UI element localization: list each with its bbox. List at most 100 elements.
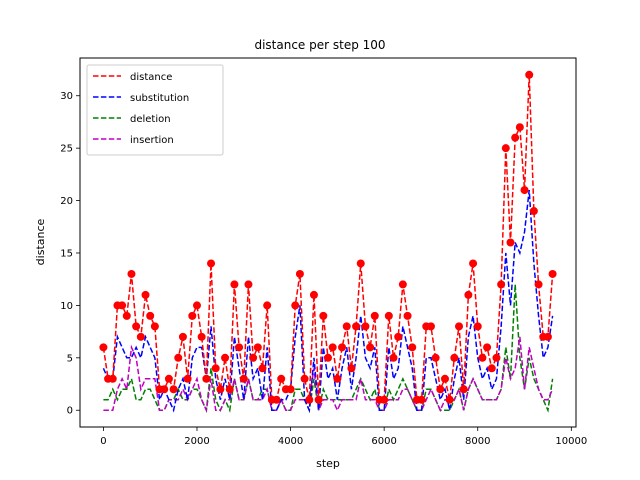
data-point-distance — [403, 311, 412, 320]
data-point-distance — [356, 259, 365, 268]
data-point-distance — [164, 374, 173, 383]
data-point-distance — [146, 311, 155, 320]
data-point-distance — [202, 374, 211, 383]
data-point-distance — [440, 374, 449, 383]
data-point-distance — [342, 322, 351, 331]
legend-label-substitution: substitution — [130, 93, 189, 104]
data-point-distance — [328, 343, 337, 352]
data-point-distance — [511, 133, 520, 142]
y-tick-label: 30 — [60, 91, 73, 102]
data-point-distance — [408, 343, 417, 352]
data-point-distance — [366, 343, 375, 352]
legend-label-insertion: insertion — [130, 135, 174, 146]
data-point-distance — [483, 343, 492, 352]
data-point-distance — [239, 374, 248, 383]
data-point-distance — [497, 280, 506, 289]
y-axis: 0 5 10 15 20 25 30 — [60, 91, 80, 417]
data-point-distance — [436, 385, 445, 394]
data-point-distance — [394, 332, 403, 341]
data-point-distance — [122, 311, 131, 320]
data-point-distance — [492, 353, 501, 362]
y-tick-label: 25 — [60, 144, 73, 155]
data-point-distance — [347, 364, 356, 373]
chart-title: distance per step 100 — [254, 38, 385, 52]
y-tick-label: 5 — [67, 353, 73, 364]
legend-label-distance: distance — [130, 72, 172, 83]
data-point-distance — [445, 395, 454, 404]
data-point-distance — [253, 343, 262, 352]
data-point-distance — [249, 353, 258, 362]
data-point-distance — [183, 374, 192, 383]
data-point-distance — [174, 353, 183, 362]
data-point-distance — [244, 280, 253, 289]
y-tick-label: 15 — [60, 248, 73, 259]
x-axis: 0 2000 4000 6000 8000 10000 — [100, 427, 587, 447]
data-point-distance — [459, 385, 468, 394]
data-point-distance — [384, 311, 393, 320]
data-point-distance — [286, 385, 295, 394]
series-line-insertion — [103, 336, 554, 414]
data-point-distance — [464, 290, 473, 299]
data-point-distance — [431, 353, 440, 362]
data-point-distance — [207, 259, 216, 268]
series-line-substitution — [102, 190, 554, 414]
data-point-distance — [515, 123, 524, 132]
data-point-distance — [389, 353, 398, 362]
data-point-distance — [417, 395, 426, 404]
data-point-distance — [529, 207, 538, 216]
data-point-distance — [370, 311, 379, 320]
data-point-distance — [230, 280, 239, 289]
data-point-distance — [305, 395, 314, 404]
data-point-distance — [352, 322, 361, 331]
data-point-distance — [534, 280, 543, 289]
data-point-distance — [150, 322, 159, 331]
data-point-distance — [300, 374, 309, 383]
data-point-distance — [221, 353, 230, 362]
data-point-distance — [469, 259, 478, 268]
data-point-distance — [543, 332, 552, 341]
y-tick-label: 0 — [67, 406, 73, 417]
data-point-distance — [398, 280, 407, 289]
data-point-distance — [319, 311, 328, 320]
data-point-distance — [314, 395, 323, 404]
data-point-distance — [211, 364, 220, 373]
data-point-distance — [455, 322, 464, 331]
data-point-distance — [487, 364, 496, 373]
legend-box — [86, 64, 224, 156]
x-tick-label: 10000 — [555, 436, 587, 447]
x-tick-label: 8000 — [465, 436, 490, 447]
x-tick-label: 2000 — [184, 436, 209, 447]
axes-frame — [79, 57, 577, 428]
data-point-distance — [520, 186, 529, 195]
data-point-distance — [188, 311, 197, 320]
data-point-distance — [216, 385, 225, 394]
data-point-distance — [333, 374, 342, 383]
data-point-distance — [501, 144, 510, 153]
data-point-distance — [108, 374, 117, 383]
data-point-distance — [380, 395, 389, 404]
data-point-distance — [277, 374, 286, 383]
legend-label-deletion: deletion — [130, 114, 171, 125]
data-point-distance — [169, 385, 178, 394]
plot-area — [99, 70, 557, 414]
legend: distance substitution deletion insertion — [86, 64, 224, 156]
data-point-distance — [132, 322, 141, 331]
data-point-distance — [258, 364, 267, 373]
data-point-distance — [197, 332, 206, 341]
data-point-distance — [263, 301, 272, 310]
x-tick-label: 0 — [100, 436, 106, 447]
x-tick-label: 6000 — [371, 436, 396, 447]
data-point-distance — [160, 385, 169, 394]
data-point-distance — [361, 322, 370, 331]
data-point-distance — [473, 322, 482, 331]
data-point-distance — [141, 290, 150, 299]
data-point-distance — [450, 353, 459, 362]
y-axis-label: distance — [34, 218, 47, 265]
data-point-distance — [118, 301, 127, 310]
y-tick-label: 10 — [60, 301, 73, 312]
data-point-distance — [127, 269, 136, 278]
x-tick-label: 4000 — [278, 436, 303, 447]
data-point-distance — [295, 269, 304, 278]
data-point-distance — [235, 343, 244, 352]
